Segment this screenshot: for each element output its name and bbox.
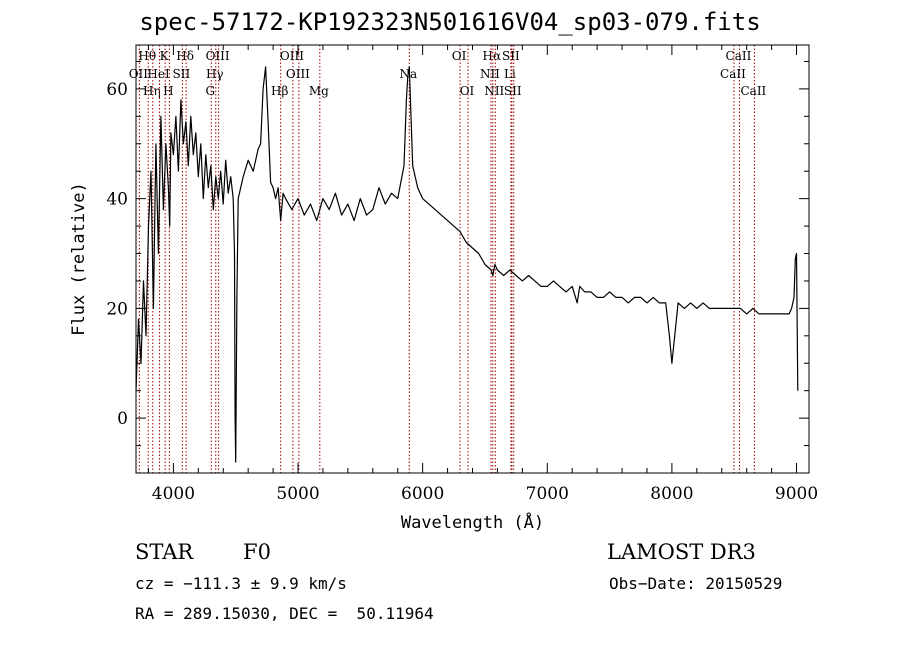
coordinates: RA = 289.15030, DEC = 50.11964: [135, 604, 434, 623]
line-label-23: SII: [504, 84, 522, 98]
line-label-20: NII: [484, 84, 504, 98]
chart-title: spec-57172-KP192323N501616V04_sp03-079.f…: [139, 8, 761, 36]
line-label-13: OIII: [286, 67, 310, 81]
line-label-9: Hγ: [206, 67, 224, 81]
line-label-25: CaII: [720, 67, 746, 81]
spectrum-line: [135, 66, 799, 463]
x-tick-label-5: 9000: [775, 484, 818, 504]
x-tick-label-4: 8000: [650, 484, 693, 504]
line-label-22: Li: [504, 67, 516, 81]
redshift-info: cz = −111.3 ± 9.9 km/s: [135, 574, 347, 593]
obs-date: Obs−Date: 20150529: [609, 574, 783, 593]
line-label-0: OII: [129, 67, 149, 81]
x-axis-label: Wavelength (Å): [401, 511, 544, 533]
object-subclass: F0: [243, 540, 271, 564]
x-tick-label-3: 7000: [526, 484, 569, 504]
object-class: STAR: [135, 540, 194, 564]
line-label-18: Hα: [483, 49, 502, 63]
line-label-1: Hθ: [138, 49, 156, 63]
x-tick-label-2: 6000: [401, 484, 444, 504]
line-label-8: OIII: [206, 49, 230, 63]
y-tick-label-0: 0: [117, 409, 128, 429]
line-label-4: K: [160, 49, 170, 63]
line-label-19: NII: [480, 67, 500, 81]
y-axis-label: Flux (relative): [69, 182, 89, 336]
x-tick-label-1: 5000: [276, 484, 319, 504]
line-label-14: Mg: [309, 84, 329, 98]
line-label-2: Hη: [143, 84, 161, 98]
survey-name: LAMOST DR3: [607, 540, 756, 564]
line-label-7: Hδ: [176, 49, 194, 63]
line-label-5: SII: [173, 67, 191, 81]
line-label-12: OIII: [280, 49, 304, 63]
y-tick-label-2: 40: [106, 190, 128, 210]
x-tick-label-0: 4000: [152, 484, 195, 504]
line-label-6: H: [163, 84, 173, 98]
y-tick-label-3: 60: [106, 80, 128, 100]
line-label-17: OI: [460, 84, 475, 98]
line-label-26: CaII: [740, 84, 766, 98]
line-label-10: G: [205, 84, 215, 98]
line-label-24: CaII: [726, 49, 752, 63]
line-label-11: Hβ: [271, 84, 288, 98]
line-label-3: HeI: [147, 67, 170, 81]
line-label-16: OI: [452, 49, 467, 63]
y-tick-label-1: 20: [106, 299, 128, 319]
